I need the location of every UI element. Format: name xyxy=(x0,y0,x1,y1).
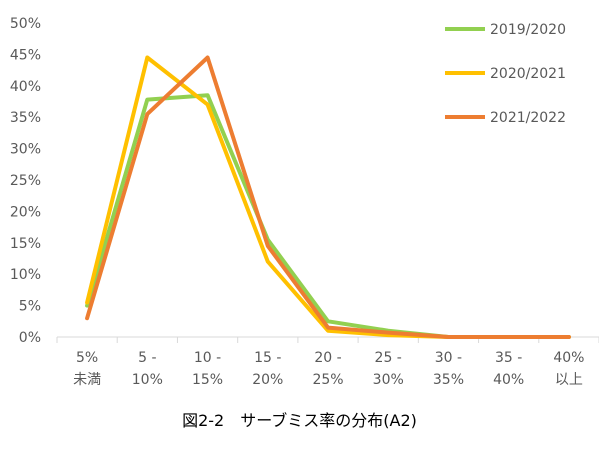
x-tick-label: 15% xyxy=(192,372,223,388)
x-tick-label: 10 - xyxy=(194,350,221,366)
legend-label: 2019/2020 xyxy=(490,22,566,38)
y-tick-label: 5% xyxy=(19,299,41,315)
y-tick-label: 10% xyxy=(10,267,41,283)
y-tick-label: 25% xyxy=(10,173,41,189)
x-tick-label: 30 - xyxy=(435,350,462,366)
y-tick-label: 45% xyxy=(10,47,41,63)
x-tick-label: 5 - xyxy=(138,350,156,366)
x-tick-label: 10% xyxy=(132,372,163,388)
x-tick-label: 以上 xyxy=(555,372,583,388)
x-tick-label: 20% xyxy=(252,372,283,388)
y-tick-label: 0% xyxy=(19,330,41,346)
chart-title: 図2-2 サーブミス率の分布(A2) xyxy=(182,411,417,430)
x-tick-label: 30% xyxy=(373,372,404,388)
legend-label: 2020/2021 xyxy=(490,66,566,82)
x-tick-label: 15 - xyxy=(254,350,281,366)
x-tick-label: 未満 xyxy=(73,372,101,388)
x-tick-label: 35% xyxy=(433,372,464,388)
y-axis-labels: 0% 5% 10% 15% 20% 25% 30% 35% 40% 45% 50% xyxy=(10,16,41,346)
x-tick-label: 5% xyxy=(76,350,98,366)
x-axis: 5% 未満 5 - 10% 10 - 15% 15 - 20% 20 - 25% 25 - 30% 30… xyxy=(56,336,599,388)
y-tick-label: 15% xyxy=(10,236,41,252)
series-line xyxy=(85,93,571,339)
x-tick-label: 25% xyxy=(312,372,343,388)
y-tick-label: 50% xyxy=(10,16,41,32)
series-lines xyxy=(85,55,571,339)
x-tick-label: 25 - xyxy=(375,350,402,366)
legend: 2019/2020 2020/2021 2021/2022 xyxy=(445,22,566,126)
x-tick-label: 20 - xyxy=(314,350,341,366)
y-tick-label: 35% xyxy=(10,110,41,126)
x-tick-label: 40% xyxy=(553,350,584,366)
y-tick-label: 40% xyxy=(10,79,41,95)
y-tick-label: 30% xyxy=(10,142,41,158)
x-tick-label: 40% xyxy=(493,372,524,388)
x-tick-label: 35 - xyxy=(495,350,522,366)
series-line xyxy=(85,55,571,339)
y-tick-label: 20% xyxy=(10,204,41,220)
legend-label: 2021/2022 xyxy=(490,110,566,126)
